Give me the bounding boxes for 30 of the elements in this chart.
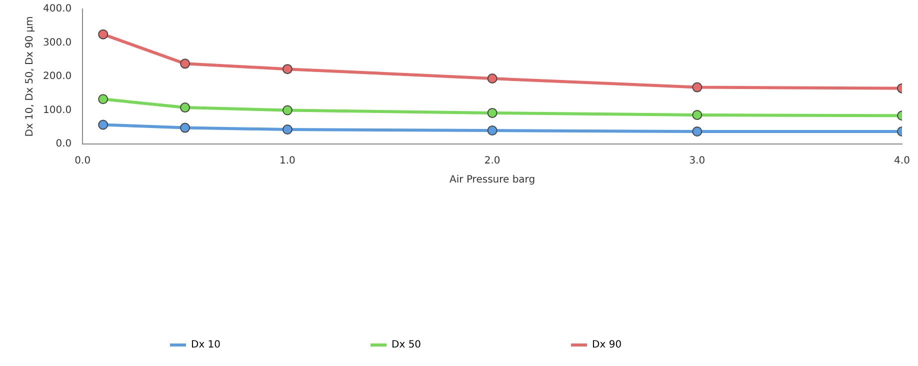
point (487, 74, 498, 84)
x-tick-label: 0.0 (74, 156, 91, 167)
point (180, 58, 190, 69)
legend-label: Dx 50 (392, 340, 422, 351)
point (692, 110, 702, 120)
x-tick-label: 1.0 (280, 156, 296, 167)
y-tick-label: 200.0 (42, 71, 72, 82)
y-tick-label: 300.0 (42, 37, 72, 48)
legend-label: Dx 90 (592, 340, 622, 351)
x-tick-label: 3.0 (689, 156, 706, 167)
x-tick-label: 4.0 (894, 156, 910, 167)
point (487, 126, 498, 136)
point (282, 64, 292, 74)
point (98, 94, 108, 104)
y-axis-title: Dx 10, Dx 50, Dx 90 µm (24, 16, 36, 137)
y-tick-label: 0.0 (56, 138, 72, 150)
point (692, 126, 702, 137)
x-tick-label: 2.0 (484, 156, 500, 167)
point (180, 122, 190, 133)
point (282, 105, 292, 116)
legend-label: Dx 10 (191, 340, 221, 351)
point (98, 120, 108, 130)
y-tick-label: 100.0 (42, 104, 72, 116)
point (98, 29, 108, 40)
point (692, 82, 702, 92)
x-axis-title: Air Pressure barg (450, 174, 536, 186)
point (487, 108, 498, 118)
point (180, 102, 190, 113)
y-tick-label: 400.0 (42, 4, 72, 15)
point (282, 124, 292, 134)
